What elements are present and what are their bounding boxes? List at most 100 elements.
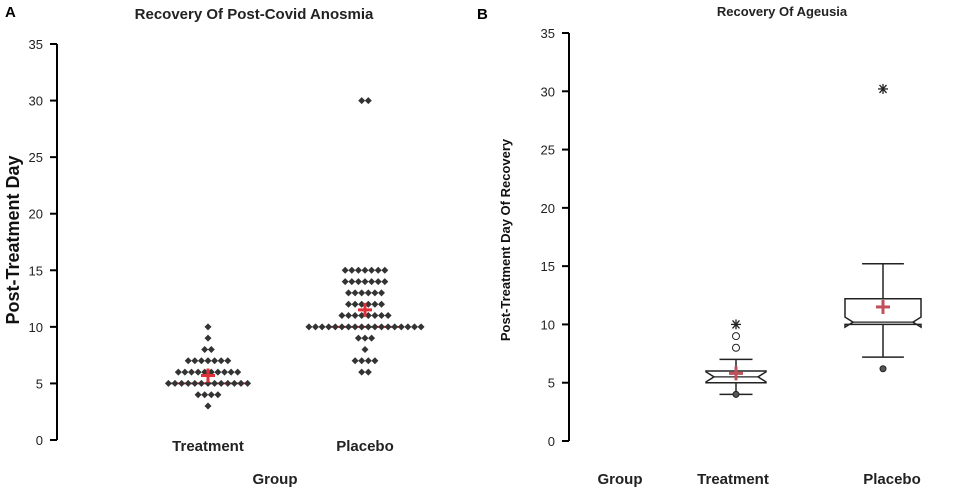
data-point (378, 300, 385, 308)
panel-b-title: Recovery Of Ageusia (717, 4, 848, 19)
data-point (358, 300, 366, 308)
data-point (207, 345, 215, 353)
data-point (381, 266, 389, 274)
data-point (178, 379, 186, 387)
panel-a-y-ticks: 0 5 10 15 20 25 30 35 (29, 37, 57, 448)
panel-a-y-tick-label: 20 (29, 207, 43, 222)
data-point (397, 323, 405, 331)
data-point (364, 289, 372, 297)
data-point (354, 334, 362, 342)
data-point (361, 266, 369, 274)
panel-a-category-treatment: Treatment (172, 438, 244, 455)
data-point (358, 312, 366, 320)
data-point (391, 323, 399, 331)
data-point (364, 323, 372, 331)
panel-b-y-tick-label: 0 (548, 434, 555, 449)
panel-a-y-tick-label: 35 (29, 37, 43, 52)
data-point (211, 379, 219, 387)
data-point (214, 391, 222, 399)
panel-a-series-placebo (305, 97, 425, 376)
data-point (378, 289, 385, 297)
panel-b-label: B (477, 6, 488, 23)
panel-b-category-treatment: Treatment (697, 471, 769, 488)
data-point (368, 266, 376, 274)
data-point (345, 289, 352, 297)
data-point (181, 368, 189, 376)
data-point (361, 345, 369, 353)
mean-marker (358, 302, 372, 317)
data-point (411, 323, 418, 331)
data-point (174, 368, 182, 376)
panel-a-y-tick-label: 10 (29, 320, 43, 335)
panel-b-box-placebo (844, 83, 922, 373)
data-point (171, 379, 179, 387)
data-point (371, 300, 379, 308)
data-point (404, 323, 412, 331)
data-point (197, 357, 205, 365)
data-point (354, 266, 362, 274)
panel-a-label: A (5, 4, 16, 21)
panel-a-y-tick-label: 15 (29, 263, 43, 278)
data-point (358, 323, 366, 331)
data-point (325, 323, 333, 331)
data-point (348, 278, 356, 286)
data-point (351, 323, 359, 331)
extreme-point (878, 83, 888, 94)
data-point (214, 368, 222, 376)
data-point (224, 357, 232, 365)
panel-a: A Recovery Of Post-Covid Anosmia Post-Tr… (3, 4, 425, 488)
data-point (358, 368, 366, 376)
data-point (341, 278, 349, 286)
data-point (230, 379, 238, 387)
panel-b-marks (705, 83, 922, 398)
data-point (341, 266, 349, 274)
data-point (204, 379, 212, 387)
panel-a-xlabel: Group (253, 471, 298, 488)
data-point (384, 323, 392, 331)
data-point (204, 357, 212, 365)
data-point (384, 312, 392, 320)
data-point (358, 97, 366, 105)
panel-b-box-treatment (705, 319, 767, 398)
panel-b-category-placebo: Placebo (863, 471, 921, 488)
data-point (338, 312, 346, 320)
outlier-point (732, 332, 740, 341)
data-point (358, 289, 366, 297)
data-point (204, 402, 212, 410)
data-point (348, 266, 356, 274)
outlier-point (732, 343, 740, 352)
data-point (364, 312, 372, 320)
data-point (417, 323, 425, 331)
data-point (237, 379, 245, 387)
data-point (345, 323, 352, 331)
data-point (364, 300, 372, 308)
data-point (374, 278, 382, 286)
data-point (217, 379, 225, 387)
data-point (234, 368, 242, 376)
data-point (354, 278, 362, 286)
data-point (345, 312, 352, 320)
data-point (211, 357, 219, 365)
data-point (201, 345, 209, 353)
data-point (207, 368, 215, 376)
data-point (312, 323, 319, 331)
data-point (364, 357, 372, 365)
data-point (184, 357, 192, 365)
data-point (361, 334, 369, 342)
panel-a-title: Recovery Of Post-Covid Anosmia (135, 6, 374, 23)
data-point (378, 323, 385, 331)
panel-b-y-ticks: 0 5 10 15 20 25 30 35 (541, 26, 569, 449)
data-point (378, 312, 385, 320)
data-point (224, 379, 232, 387)
data-point (191, 379, 199, 387)
panel-b-y-tick-label: 30 (541, 84, 555, 99)
data-point (338, 323, 346, 331)
panel-b-y-tick-label: 5 (548, 376, 555, 391)
data-point (221, 368, 228, 376)
data-point (201, 368, 209, 376)
panel-b-xlabel: Group (598, 471, 643, 488)
panel-a-y-tick-label: 25 (29, 150, 43, 165)
mean-marker (876, 299, 890, 314)
panel-a-y-tick-label: 5 (36, 376, 43, 391)
